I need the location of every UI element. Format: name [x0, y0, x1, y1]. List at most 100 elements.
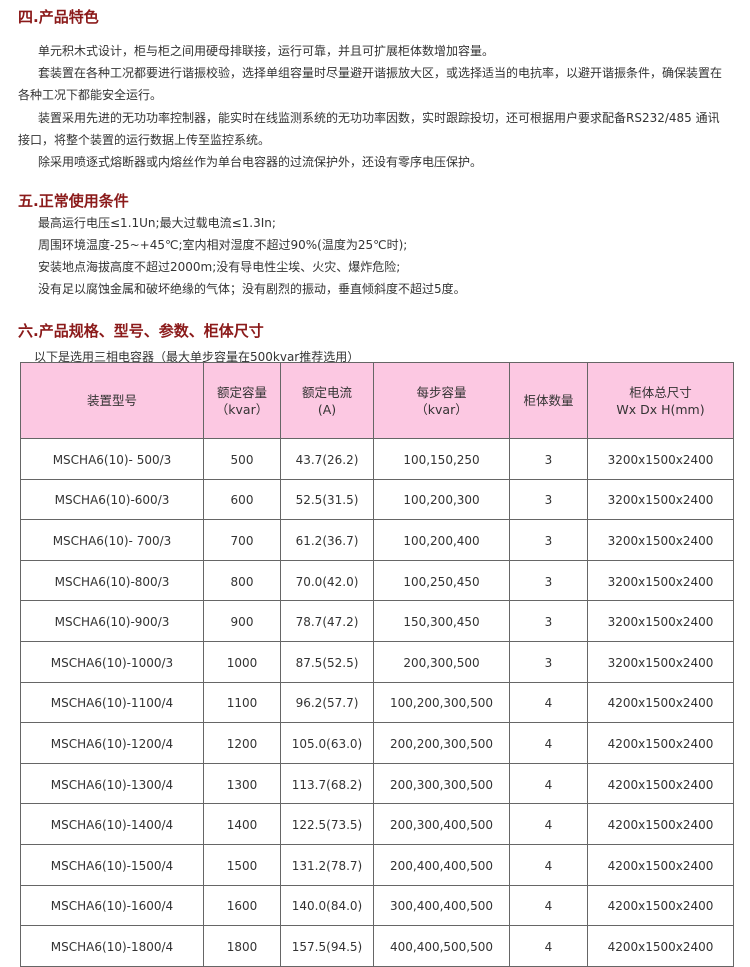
table-row: MSCHA6(10)- 700/3 700 61.2(36.7) 100,200,40…	[20, 519, 734, 561]
header-text: (A)	[317, 401, 337, 417]
table-cell: MSCHA6(10)-1500/4	[20, 843, 204, 886]
table-cell: 200,300,400,500	[373, 803, 510, 845]
table-cell: MSCHA6(10)-800/3	[20, 559, 204, 602]
table-row: MSCHA6(10)-1200/4 1200 105.0(63.0) 200,200,…	[20, 722, 734, 764]
column-header: 装置型号	[20, 362, 204, 439]
table-cell: 4200x1500x2400	[587, 925, 734, 967]
paragraph: 各种工况下都能安全运行。	[18, 88, 163, 102]
table-cell: 3	[509, 600, 588, 642]
table-cell: MSCHA6(10)-600/3	[20, 478, 204, 521]
header-text: Wx Dx H(mm)	[616, 401, 705, 417]
table-cell: MSCHA6(10)-1600/4	[20, 884, 204, 927]
paragraph: 装置采用先进的无功功率控制器，能实时在线监测系统的无功功率因数，实时跟踪投切，还…	[38, 111, 720, 125]
table-cell: 100,200,300	[373, 478, 510, 521]
column-header: 柜体数量	[509, 362, 588, 439]
table-cell: 900	[203, 600, 281, 642]
table-cell: 3200x1500x2400	[587, 559, 734, 602]
spec-table: 装置型号 额定容量 （kvar） 额定电流 (A) 每步容量 （kvar） 柜体数量 柜体总尺寸…	[20, 362, 734, 967]
table-cell: 52.5(31.5)	[280, 478, 374, 521]
header-text: 额定电流	[301, 384, 352, 400]
table-cell: 1600	[203, 884, 281, 927]
table-row: MSCHA6(10)- 500/3 500 43.7(26.2) 100,150,25…	[20, 438, 734, 480]
section-title-features: 四.产品特色	[18, 8, 99, 26]
condition-line: 周围环境温度-25~+45℃;室内相对湿度不超过90%(温度为25℃时);	[38, 238, 408, 252]
table-cell: 4200x1500x2400	[587, 722, 734, 764]
condition-line: 没有足以腐蚀金属和破坏绝缘的气体；没有剧烈的振动，垂直倾斜度不超过5度。	[38, 282, 466, 296]
table-cell: 4	[509, 843, 588, 886]
table-cell: 1500	[203, 843, 281, 886]
table-cell: 4	[509, 803, 588, 845]
table-cell: 150,300,450	[373, 600, 510, 642]
header-text: 每步容量	[416, 384, 467, 400]
table-cell: 61.2(36.7)	[280, 519, 374, 561]
table-cell: 100,200,300,500	[373, 681, 510, 724]
table-cell: MSCHA6(10)-1800/4	[20, 925, 204, 967]
table-cell: 122.5(73.5)	[280, 803, 374, 845]
header-text: 柜体数量	[523, 393, 574, 408]
table-cell: 3200x1500x2400	[587, 640, 734, 683]
table-cell: MSCHA6(10)-900/3	[20, 600, 204, 642]
table-cell: MSCHA6(10)-1100/4	[20, 681, 204, 724]
paragraph: 接口，将整个装置的运行数据上传至监控系统。	[18, 133, 271, 147]
table-cell: 100,200,400	[373, 519, 510, 561]
table-cell: 300,400,400,500	[373, 884, 510, 927]
table-cell: 1200	[203, 722, 281, 764]
table-cell: 157.5(94.5)	[280, 925, 374, 967]
column-header: 额定容量 （kvar）	[203, 362, 281, 439]
table-row: MSCHA6(10)-1100/4 1100 96.2(57.7) 100,200,3…	[20, 681, 734, 724]
table-row: MSCHA6(10)-1800/4 1800 157.5(94.5) 400,400,…	[20, 925, 734, 967]
table-row: MSCHA6(10)-1500/4 1500 131.2(78.7) 200,400,…	[20, 843, 734, 886]
table-row: MSCHA6(10)-1400/4 1400 122.5(73.5) 200,300,…	[20, 803, 734, 845]
table-cell: 400,400,500,500	[373, 925, 510, 967]
section-title-specs: 六.产品规格、型号、参数、柜体尺寸	[18, 322, 264, 340]
table-cell: 1800	[203, 925, 281, 967]
table-cell: MSCHA6(10)-1300/4	[20, 762, 204, 805]
table-cell: 3200x1500x2400	[587, 438, 734, 480]
header-text: （kvar）	[415, 401, 468, 417]
table-cell: 113.7(68.2)	[280, 762, 374, 805]
table-cell: 3	[509, 559, 588, 602]
table-cell: 1000	[203, 640, 281, 683]
table-header-row: 装置型号 额定容量 （kvar） 额定电流 (A) 每步容量 （kvar） 柜体数量 柜体总尺寸…	[20, 362, 734, 439]
table-cell: 1100	[203, 681, 281, 724]
table-cell: 700	[203, 519, 281, 561]
table-cell: MSCHA6(10)- 700/3	[20, 519, 204, 561]
table-cell: 96.2(57.7)	[280, 681, 374, 724]
table-cell: 3200x1500x2400	[587, 600, 734, 642]
table-cell: 600	[203, 478, 281, 521]
table-cell: 200,200,300,500	[373, 722, 510, 764]
table-cell: 140.0(84.0)	[280, 884, 374, 927]
table-cell: 4200x1500x2400	[587, 803, 734, 845]
table-cell: 3200x1500x2400	[587, 478, 734, 521]
paragraph: 除采用喷逐式熔断器或内熔丝作为单台电容器的过流保护外，还设有零序电压保护。	[38, 155, 483, 169]
table-cell: 3	[509, 478, 588, 521]
table-cell: 4	[509, 762, 588, 805]
table-cell: 100,150,250	[373, 438, 510, 480]
table-note: 以下是选用三相电容器（最大单步容量在500kvar推荐选用）	[34, 350, 360, 364]
table-row: MSCHA6(10)-800/3 800 70.0(42.0) 100,250,450…	[20, 559, 734, 602]
table-cell: 4200x1500x2400	[587, 762, 734, 805]
column-header: 柜体总尺寸 Wx Dx H(mm)	[587, 362, 734, 439]
paragraph: 单元积木式设计，柜与柜之间用硬母排联接，运行可靠，并且可扩展柜体数增加容量。	[38, 44, 495, 58]
table-cell: 1300	[203, 762, 281, 805]
table-cell: 3200x1500x2400	[587, 519, 734, 561]
column-header: 额定电流 (A)	[280, 362, 374, 439]
table-cell: 4200x1500x2400	[587, 884, 734, 927]
table-row: MSCHA6(10)-1300/4 1300 113.7(68.2) 200,300,…	[20, 762, 734, 805]
paragraph: 套装置在各种工况都要进行谐振校验，选择单组容量时尽量避开谐振放大区，或选择适当的…	[38, 66, 723, 80]
table-cell: 200,300,300,500	[373, 762, 510, 805]
table-cell: 200,400,400,500	[373, 843, 510, 886]
table-cell: 3	[509, 438, 588, 480]
table-cell: 200,300,500	[373, 640, 510, 683]
column-header: 每步容量 （kvar）	[373, 362, 510, 439]
header-text: 额定容量	[216, 384, 267, 400]
table-row: MSCHA6(10)-600/3 600 52.5(31.5) 100,200,300…	[20, 478, 734, 521]
header-text: 柜体总尺寸	[629, 384, 692, 400]
table-cell: 800	[203, 559, 281, 602]
table-cell: MSCHA6(10)-1000/3	[20, 640, 204, 683]
table-row: MSCHA6(10)-900/3 900 78.7(47.2) 150,300,450…	[20, 600, 734, 642]
table-row: MSCHA6(10)-1000/3 1000 87.5(52.5) 200,300,5…	[20, 640, 734, 683]
table-cell: 4	[509, 925, 588, 967]
header-text: 装置型号	[86, 393, 137, 408]
table-cell: 131.2(78.7)	[280, 843, 374, 886]
